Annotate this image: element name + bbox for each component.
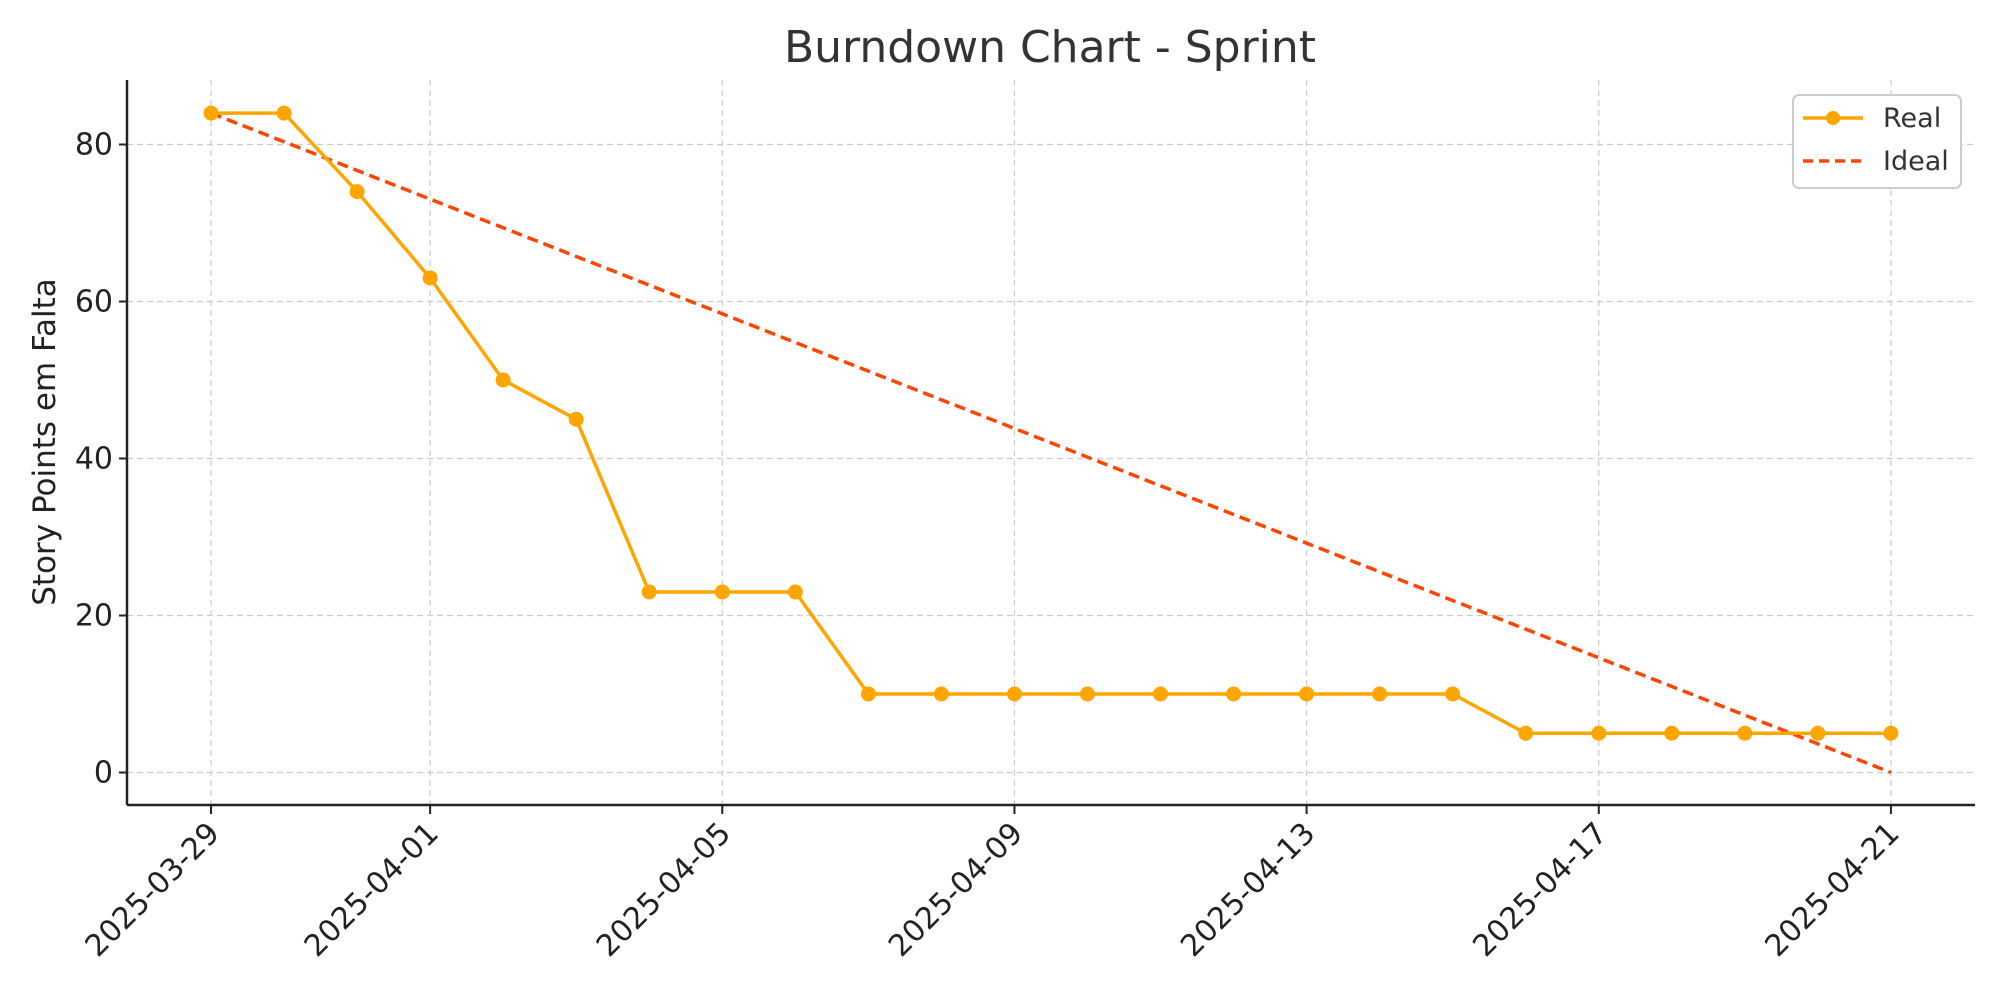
ideal-line xyxy=(210,111,1892,775)
series-ideal xyxy=(210,111,1892,775)
real-point xyxy=(1372,686,1388,702)
real-point xyxy=(1591,725,1607,741)
legend: Real Ideal xyxy=(1792,94,1962,189)
legend-ideal-label: Ideal xyxy=(1883,146,1949,177)
x-tick-label: 2025-04-13 xyxy=(1174,816,1322,964)
y-tick-label: 40 xyxy=(75,442,113,477)
x-tick-label: 2025-04-21 xyxy=(1759,816,1907,964)
real-point xyxy=(1518,725,1534,741)
real-point xyxy=(1810,725,1826,741)
real-point xyxy=(714,584,730,600)
real-point xyxy=(1006,686,1022,702)
y-axis-label: Story Points em Falta xyxy=(27,278,63,606)
chart-title: Burndown Chart - Sprint xyxy=(784,22,1316,73)
grid xyxy=(127,80,1975,805)
real-point xyxy=(1153,686,1169,702)
real-point xyxy=(641,584,657,600)
axes xyxy=(125,80,1975,807)
real-point xyxy=(1226,686,1242,702)
real-point xyxy=(203,105,219,121)
real-point xyxy=(933,686,949,702)
real-point xyxy=(1664,725,1680,741)
real-point xyxy=(276,105,292,121)
x-tick-label: 2025-04-01 xyxy=(298,816,446,964)
y-tick-label: 60 xyxy=(75,285,113,320)
x-tick-label: 2025-04-17 xyxy=(1466,816,1614,964)
legend-real-label: Real xyxy=(1883,103,1941,134)
y-tick-label: 80 xyxy=(75,128,113,163)
real-point xyxy=(568,411,584,427)
real-point xyxy=(787,584,803,600)
x-tick-label: 2025-03-29 xyxy=(79,816,227,964)
legend-real-marker xyxy=(1826,111,1840,125)
x-tick-label: 2025-04-05 xyxy=(590,816,738,964)
real-point xyxy=(1299,686,1315,702)
real-point xyxy=(349,184,365,200)
y-ticks: 0 20 40 60 80 xyxy=(75,128,127,791)
x-ticks: 2025-03-29 2025-04-01 2025-04-05 2025-04-09… xyxy=(79,805,1907,964)
real-point xyxy=(1737,725,1753,741)
real-point xyxy=(1079,686,1095,702)
x-tick-label: 2025-04-09 xyxy=(882,816,1030,964)
y-tick-label: 0 xyxy=(94,756,113,791)
real-point xyxy=(860,686,876,702)
real-point xyxy=(1445,686,1461,702)
real-point xyxy=(422,270,438,286)
real-point xyxy=(495,372,511,388)
real-point xyxy=(1883,725,1899,741)
real-line xyxy=(211,111,1891,736)
y-tick-label: 20 xyxy=(75,599,113,634)
series-real xyxy=(203,105,1899,741)
